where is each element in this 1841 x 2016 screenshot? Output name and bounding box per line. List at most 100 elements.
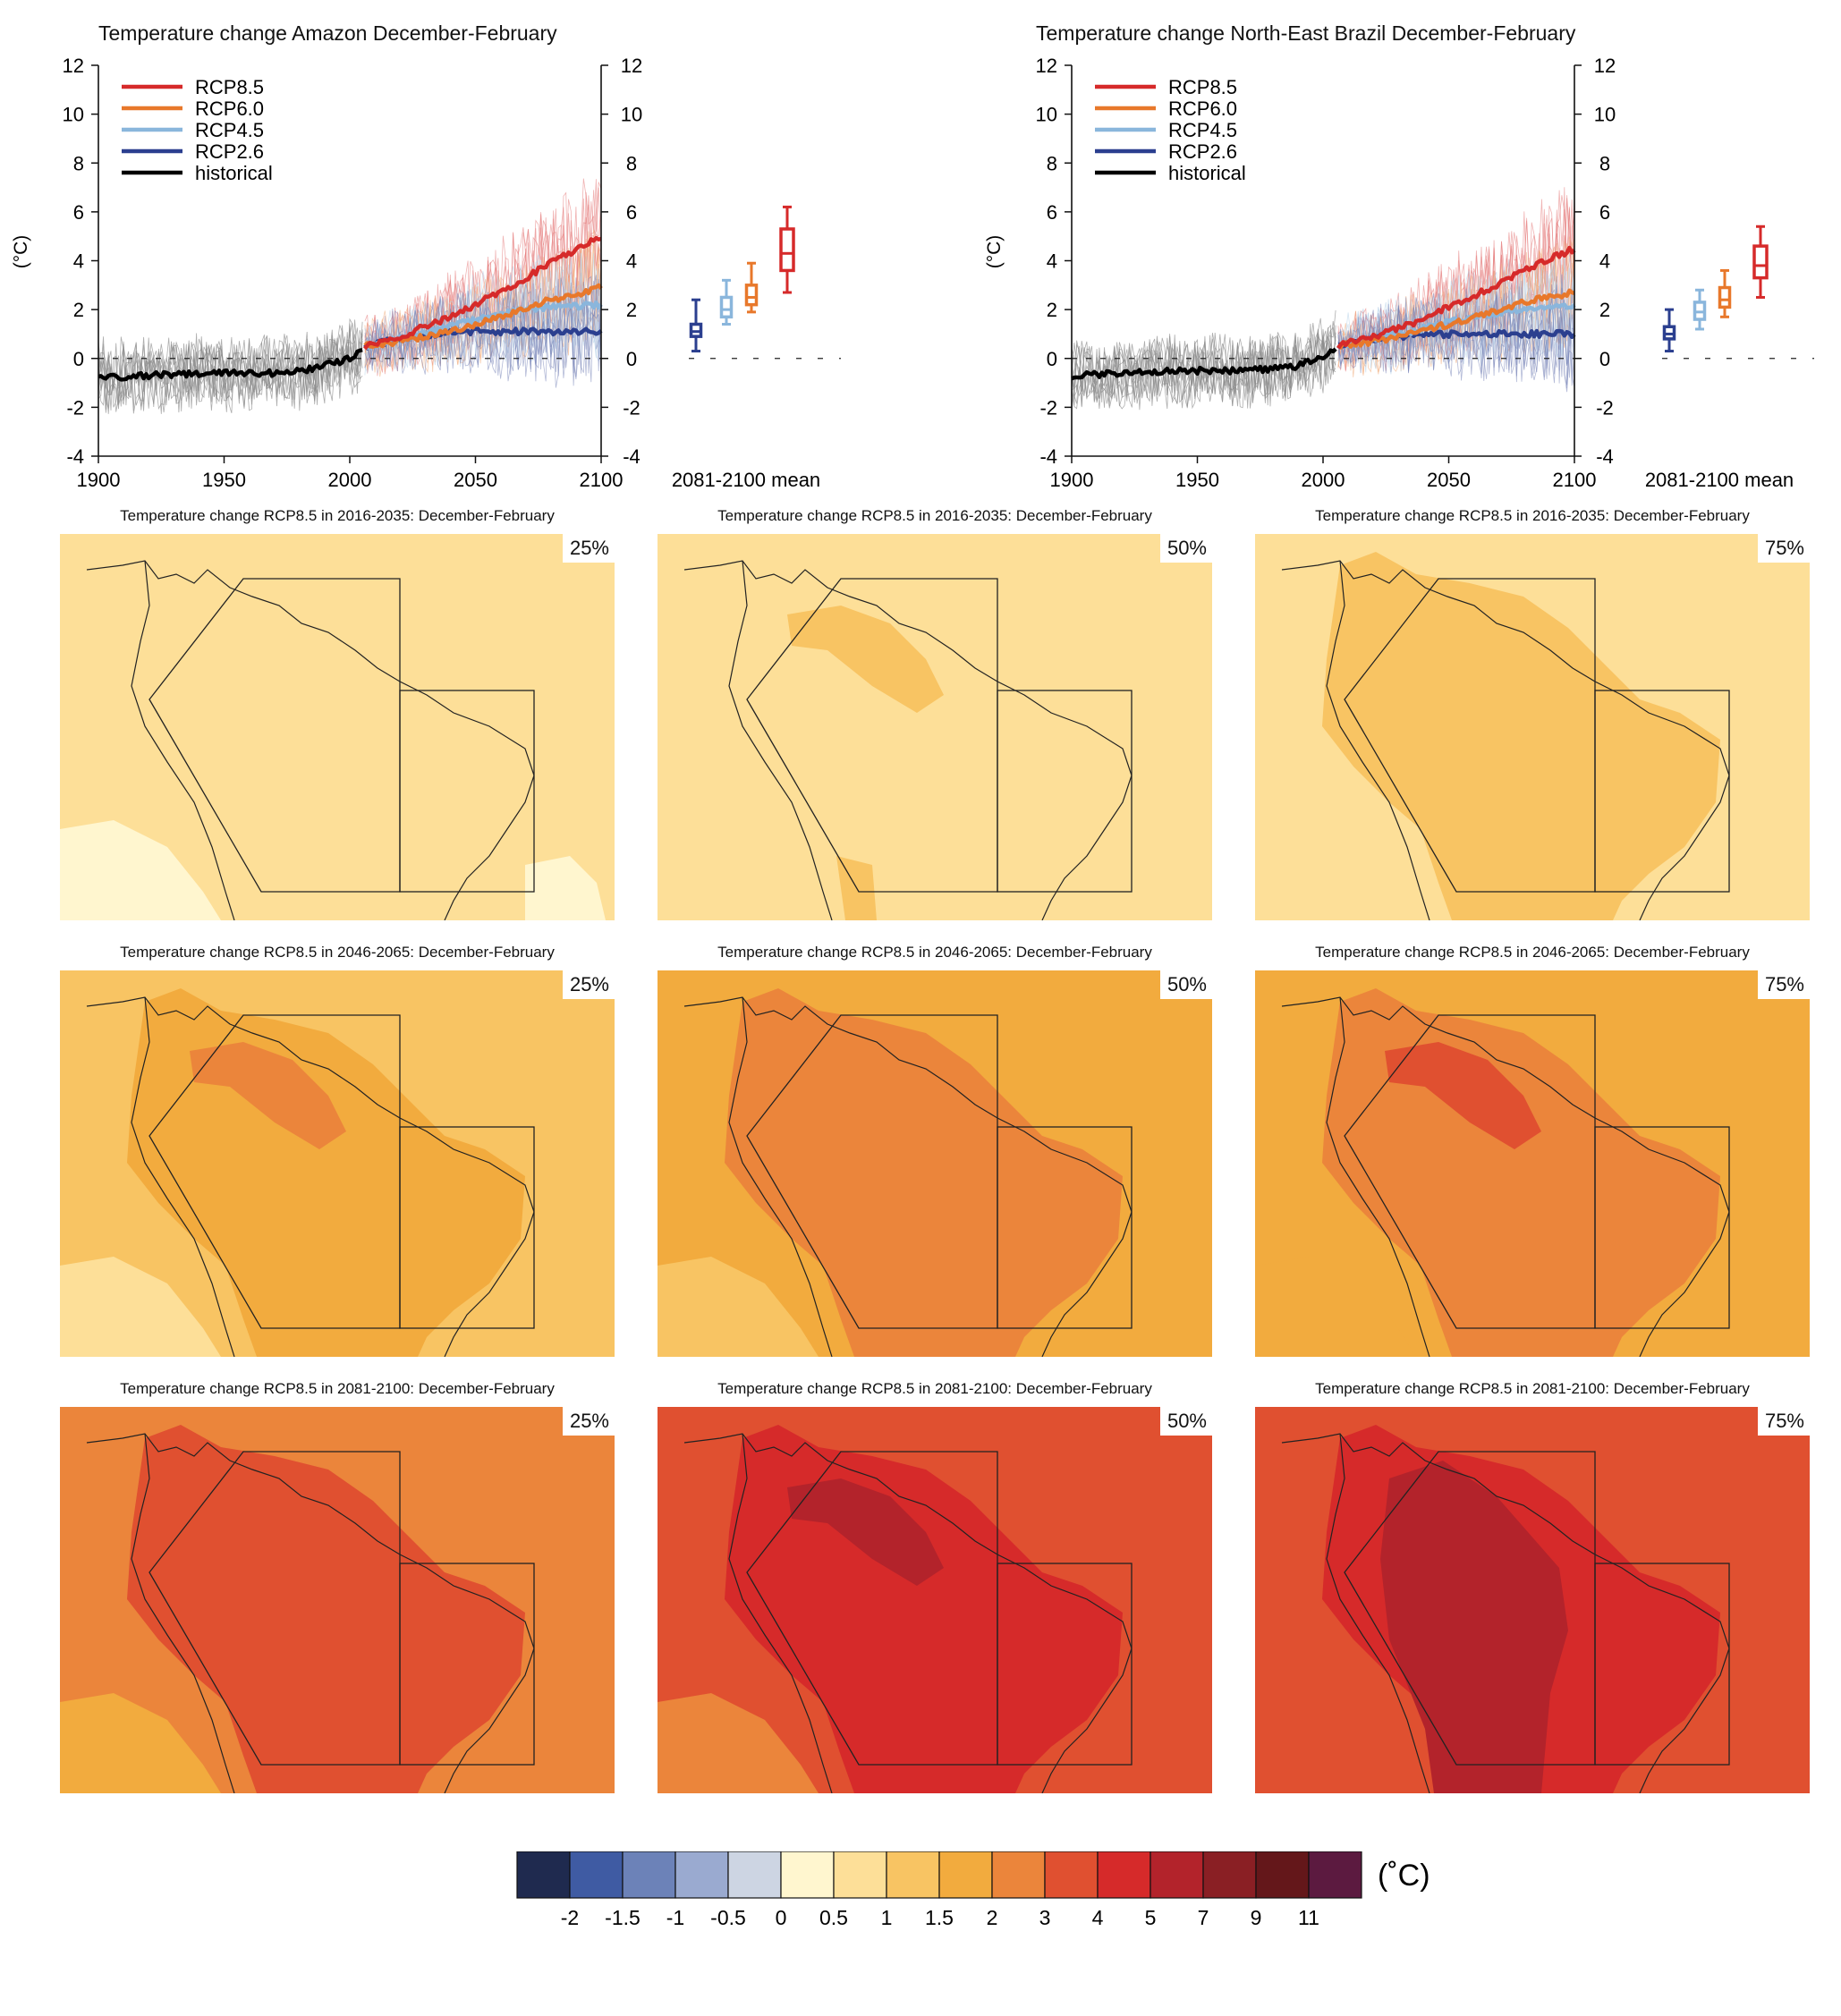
- y-axis-label: (°C): [984, 235, 1005, 269]
- coastline: [86, 996, 535, 1357]
- map-contour-region: [1385, 1042, 1541, 1149]
- amazon-region-box: [148, 1014, 401, 1329]
- legend-label: RCP6.0: [195, 97, 264, 120]
- nebrazil-region-box: [399, 1126, 535, 1329]
- colorbar-tick-label: 11: [1298, 1906, 1319, 1929]
- coastline-west: [1326, 1433, 1430, 1793]
- amazon-chart-title: Temperature change Amazon December-Febru…: [98, 21, 557, 45]
- y-tick-label-right: 10: [621, 104, 642, 126]
- percentile-label: 50%: [1159, 970, 1212, 999]
- colorbar-unit: (˚C): [1378, 1859, 1430, 1893]
- colorbar-swatch: [1308, 1851, 1362, 1899]
- map-contour-region: [1255, 1257, 1416, 1357]
- coastline: [683, 996, 1133, 1357]
- map-panel: 75%: [1255, 534, 1810, 920]
- y-tick-label-right: -4: [1596, 445, 1614, 468]
- map-panel: 25%: [60, 970, 615, 1357]
- map-panel: 25%: [60, 1407, 615, 1793]
- map-contour-region: [787, 606, 944, 713]
- colorbar-tick-label: -1.5: [605, 1906, 641, 1929]
- map-contour-region: [1255, 820, 1416, 920]
- nebrazil-region-box: [1594, 1126, 1730, 1329]
- colorbar-tick-label: 1.5: [925, 1906, 954, 1929]
- amazon-timeseries-chart: -4 -4 -2 -2 0 0 2 2 4 4 6 6 8 8 10 10 12 12 1900 1950 2000 20…: [11, 55, 841, 491]
- box-rcp26: [689, 298, 703, 353]
- coastline: [86, 1433, 535, 1793]
- box-rcp85: [1752, 224, 1769, 299]
- coastline-west: [131, 1433, 235, 1793]
- y-tick-label: 2: [73, 299, 84, 321]
- colorbar-tick-label: 0: [776, 1906, 787, 1929]
- legend-label: RCP8.5: [195, 76, 264, 98]
- legend-label: historical: [1168, 162, 1246, 184]
- colorbar-tick-label: 7: [1198, 1906, 1209, 1929]
- map-title: Temperature change RCP8.5 in 2016-2035: …: [120, 507, 555, 524]
- series-line-rcp85: [363, 235, 602, 351]
- legend-label: RCP4.5: [1168, 119, 1237, 141]
- coastline: [1281, 560, 1730, 920]
- map-title: Temperature change RCP8.5 in 2081-2100: …: [717, 1380, 1152, 1397]
- map-field: [1255, 534, 1810, 920]
- series-line-rcp85: [1336, 245, 1576, 350]
- map-field: [658, 970, 1212, 1357]
- percentile-label: 75%: [1757, 534, 1810, 563]
- colorbar-tick-label: -2: [561, 1906, 579, 1929]
- nebrazil-timeseries-chart: -4 -4 -2 -2 0 0 2 2 4 4 6 6 8 8 10 10 12 12 1900 1950 2000 20…: [984, 55, 1814, 491]
- colorbar-swatch: [780, 1851, 835, 1899]
- scenario-ensemble-member: [1337, 282, 1575, 389]
- y-axis-label: (°C): [11, 235, 31, 269]
- y-tick-label: 10: [1036, 104, 1057, 126]
- colorbar-swatch: [1150, 1851, 1204, 1899]
- coastline-west: [131, 560, 235, 920]
- series-line-rcp60: [1336, 288, 1575, 350]
- box-rcp85: [779, 205, 795, 294]
- map-field: [658, 1407, 1212, 1793]
- amazon-region-box: [1344, 1451, 1596, 1766]
- y-tick-label-right: 0: [1599, 348, 1610, 370]
- colorbar-tick-label: -0.5: [710, 1906, 746, 1929]
- colorbar-tick-label: 3: [1039, 1906, 1051, 1929]
- map-field: [1255, 970, 1810, 1357]
- y-tick-label: 2: [1047, 299, 1057, 321]
- y-tick-label: -2: [1039, 396, 1057, 419]
- y-tick-label-right: 8: [1599, 152, 1610, 174]
- x-tick-label: 1900: [1050, 469, 1094, 491]
- amazon-region-box: [746, 1451, 998, 1766]
- y-tick-label-right: 6: [626, 201, 637, 224]
- y-tick-label: 0: [73, 348, 84, 370]
- y-tick-label: 6: [73, 201, 84, 224]
- map-panel: 75%: [1255, 970, 1810, 1357]
- box-rcp45: [1693, 288, 1707, 331]
- percentile-label: 75%: [1757, 970, 1810, 999]
- y-tick-label: 0: [1047, 348, 1057, 370]
- y-tick-label: -2: [66, 396, 84, 419]
- y-tick-label: 8: [73, 152, 84, 174]
- coastline: [86, 560, 535, 920]
- percentile-label: 50%: [1159, 534, 1212, 563]
- y-tick-label: 4: [73, 250, 84, 273]
- coastline: [683, 560, 1133, 920]
- nebrazil-region-box: [997, 690, 1133, 893]
- x-tick-label: 2000: [1302, 469, 1345, 491]
- colorbar-swatch: [1202, 1851, 1257, 1899]
- box-rcp60: [744, 261, 759, 314]
- legend-label: RCP2.6: [195, 140, 264, 163]
- box-axis-label: 2081-2100 mean: [1645, 469, 1794, 491]
- y-tick-label: -4: [66, 445, 84, 468]
- colorbar-swatch: [833, 1851, 887, 1899]
- y-tick-label-right: 2: [1599, 299, 1610, 321]
- box-rcp45: [719, 278, 734, 326]
- map-panel: 25%: [60, 534, 615, 920]
- series-line-rcp60: [363, 283, 603, 349]
- amazon-region-box: [746, 578, 998, 893]
- coastline-west: [728, 1433, 833, 1793]
- series-line-historical: [98, 348, 363, 382]
- map-contour-region: [725, 988, 1123, 1357]
- colorbar-swatch: [516, 1851, 571, 1899]
- colorbar-tick-label: 1: [881, 1906, 893, 1929]
- y-tick-label-right: 12: [1594, 55, 1616, 77]
- coastline-west: [1326, 560, 1430, 920]
- y-tick-label: 12: [1036, 55, 1057, 77]
- map-background-field: [658, 534, 1212, 920]
- amazon-region-box: [1344, 578, 1596, 893]
